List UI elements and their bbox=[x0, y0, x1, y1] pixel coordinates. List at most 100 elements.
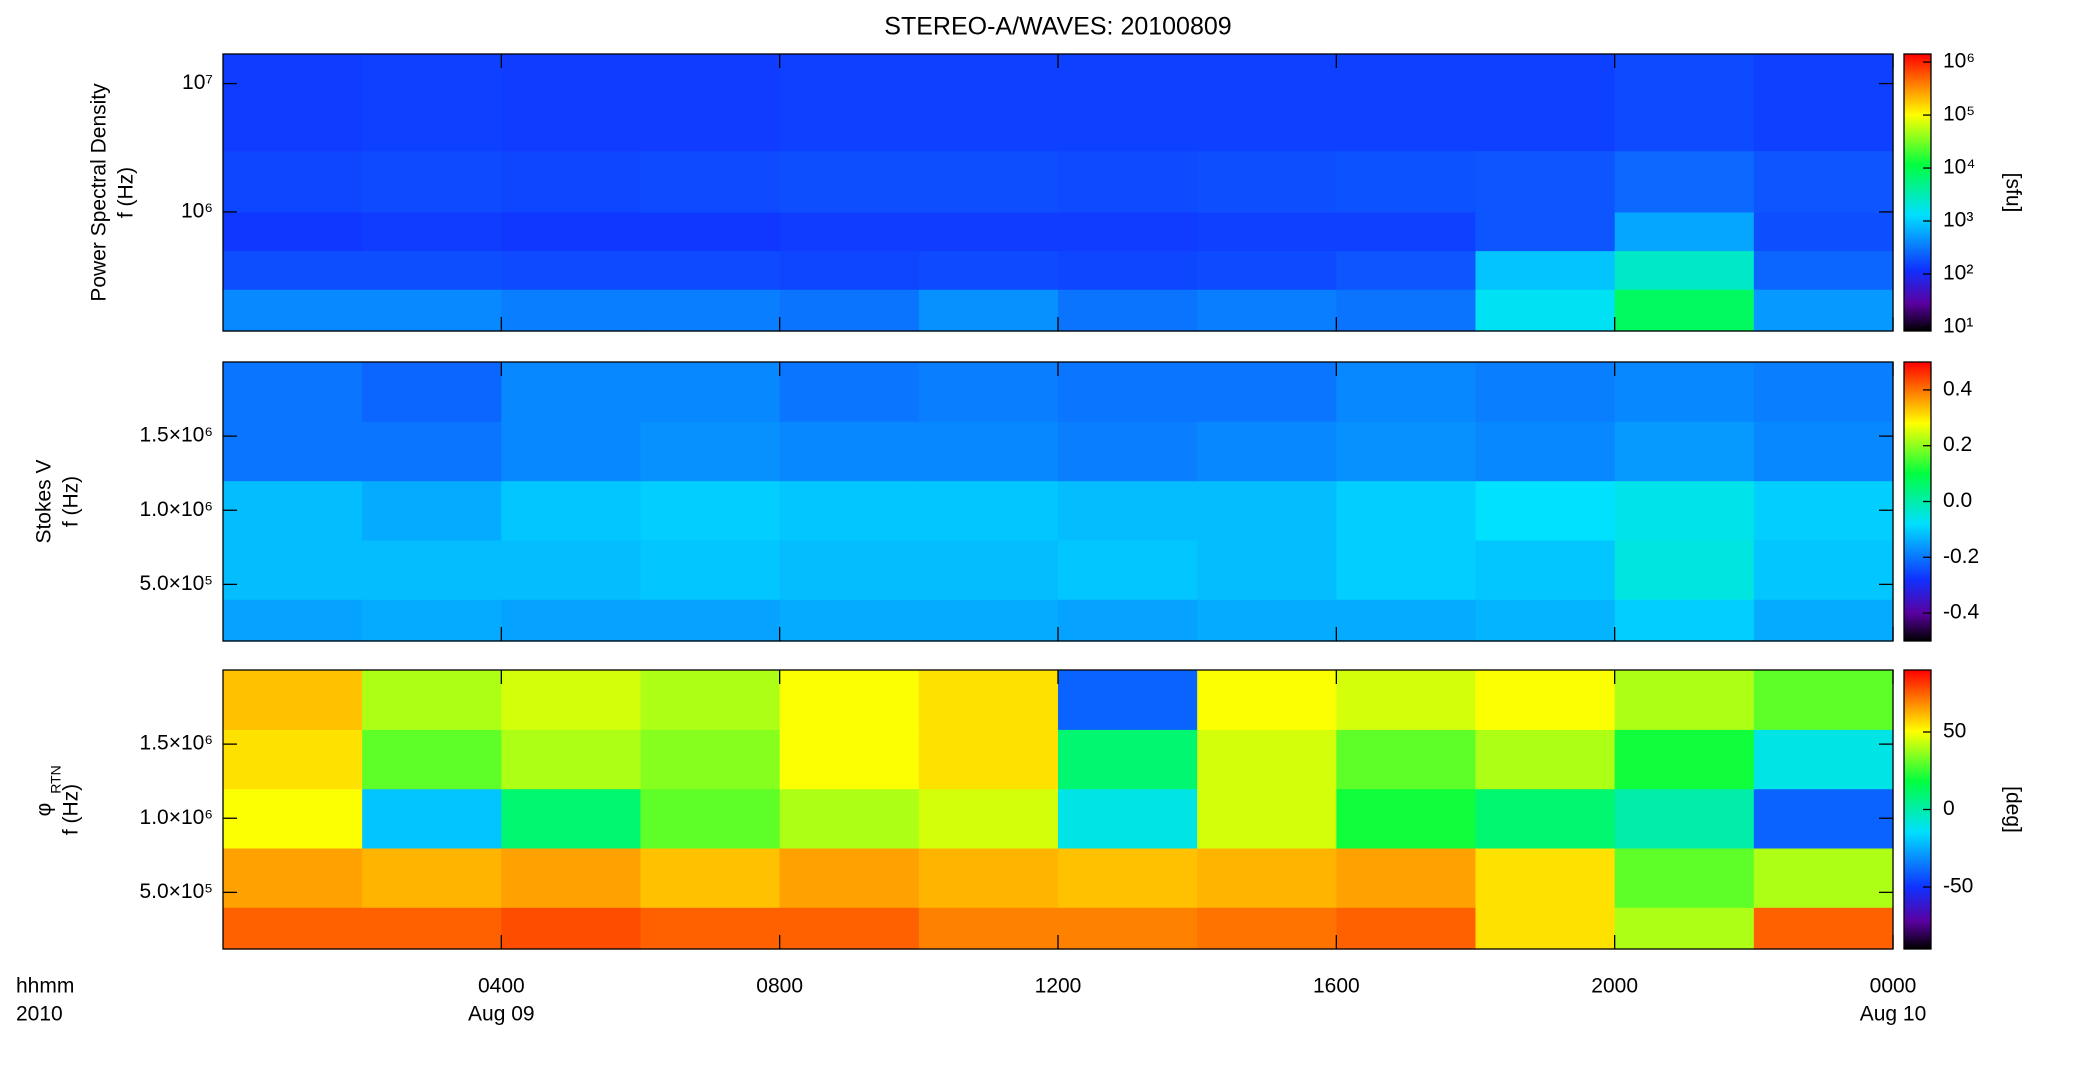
heatmap-cell bbox=[640, 54, 781, 152]
heatmap-cell bbox=[1614, 539, 1755, 600]
colorbar-tick-label: 10¹ bbox=[1943, 315, 1973, 338]
heatmap-cell bbox=[223, 250, 363, 290]
y-axis-label: f (Hz) bbox=[60, 784, 83, 835]
colorbar-tick-label: 10² bbox=[1943, 262, 1973, 285]
y-tick-label: 10⁶ bbox=[181, 199, 213, 222]
heatmap-cell bbox=[1197, 250, 1337, 290]
heatmap-cell bbox=[1197, 599, 1337, 642]
heatmap-cell bbox=[918, 421, 1059, 482]
heatmap-cell bbox=[1197, 847, 1337, 908]
y-tick-label: 1.0×10⁶ bbox=[140, 806, 213, 829]
heatmap-cell bbox=[1614, 729, 1755, 790]
heatmap-cell bbox=[362, 599, 502, 642]
heatmap-cell bbox=[1336, 907, 1477, 950]
heatmap-cell bbox=[779, 289, 920, 332]
colorbar-tick-label: 0.4 bbox=[1943, 377, 1973, 400]
heatmap-cell bbox=[640, 211, 781, 252]
heatmap-cell bbox=[1614, 847, 1755, 908]
colorbar-tick-label: 10⁶ bbox=[1943, 50, 1975, 73]
heatmap-cell bbox=[362, 480, 502, 541]
heatmap-cell bbox=[779, 847, 920, 908]
heatmap-cell bbox=[1614, 480, 1755, 541]
heatmap-cell bbox=[1336, 480, 1477, 541]
colorbar-label: [deg] bbox=[2001, 786, 2024, 833]
heatmap-cell bbox=[501, 211, 642, 252]
x-axis-label: 2010 bbox=[16, 1003, 63, 1026]
x-tick-label: 2000 bbox=[1591, 975, 1638, 998]
heatmap-cell bbox=[1753, 480, 1894, 541]
colorbar-tick-label: 10³ bbox=[1943, 209, 1973, 232]
heatmap-cell bbox=[362, 54, 502, 152]
heatmap-cell bbox=[640, 599, 781, 642]
heatmap-cell bbox=[1753, 150, 1894, 213]
heatmap-cell bbox=[1475, 670, 1616, 730]
x-tick-label: 1200 bbox=[1035, 975, 1082, 998]
y-tick-label: 5.0×10⁵ bbox=[139, 572, 213, 595]
heatmap-cell bbox=[1058, 362, 1198, 422]
heatmap-cell bbox=[918, 847, 1059, 908]
heatmap-cell bbox=[918, 599, 1059, 642]
heatmap-cell bbox=[918, 670, 1059, 730]
heatmap-cell bbox=[501, 670, 642, 730]
heatmap-cell bbox=[1475, 539, 1616, 600]
heatmap-cell bbox=[640, 670, 781, 730]
heatmap-cell bbox=[223, 670, 363, 730]
heatmap-cell bbox=[223, 150, 363, 213]
heatmap-cell bbox=[640, 480, 781, 541]
heatmap-cell bbox=[362, 421, 502, 482]
heatmap-cell bbox=[640, 421, 781, 482]
y-axis-label: Stokes V bbox=[33, 459, 56, 543]
heatmap-cell bbox=[779, 539, 920, 600]
heatmap-cell bbox=[779, 211, 920, 252]
heatmap-cell bbox=[1336, 847, 1477, 908]
heatmap-cell bbox=[1475, 211, 1616, 252]
heatmap-cell bbox=[779, 362, 920, 422]
heatmap-cell bbox=[1197, 289, 1337, 332]
y-axis-label: Power Spectral Density bbox=[88, 83, 111, 302]
heatmap-cell bbox=[1753, 847, 1894, 908]
chart-title: STEREO-A/WAVES: 20100809 bbox=[884, 13, 1231, 41]
heatmap-cell bbox=[1197, 539, 1337, 600]
heatmap-cell bbox=[1058, 250, 1198, 290]
heatmap-cell bbox=[223, 599, 363, 642]
heatmap-cell bbox=[501, 250, 642, 290]
heatmap-cell bbox=[1197, 362, 1337, 422]
heatmap-cell bbox=[501, 150, 642, 213]
colorbar-tick-label: 0.2 bbox=[1943, 433, 1972, 456]
heatmap-cell bbox=[1336, 150, 1477, 213]
heatmap-cell bbox=[1753, 421, 1894, 482]
heatmap-cell bbox=[1475, 599, 1616, 642]
heatmap-cell bbox=[501, 539, 642, 600]
heatmap-cell bbox=[1336, 599, 1477, 642]
heatmap-cell bbox=[779, 907, 920, 950]
heatmap-cell bbox=[362, 250, 502, 290]
heatmap-cell bbox=[918, 788, 1059, 849]
heatmap-cell bbox=[362, 539, 502, 600]
heatmap-cell bbox=[1753, 539, 1894, 600]
heatmap-cell bbox=[640, 150, 781, 213]
y-tick-label: 10⁷ bbox=[182, 71, 213, 94]
heatmap-cell bbox=[223, 729, 363, 790]
heatmap-cell bbox=[918, 150, 1059, 213]
heatmap-cell bbox=[779, 788, 920, 849]
heatmap-cell bbox=[1058, 421, 1198, 482]
heatmap-cell bbox=[1058, 539, 1198, 600]
colorbar-tick-label: -0.2 bbox=[1943, 545, 1979, 568]
heatmap-cell bbox=[1197, 480, 1337, 541]
heatmap-cell bbox=[1058, 670, 1198, 730]
colorbar-label: [sfu] bbox=[2001, 173, 2024, 213]
heatmap-cell bbox=[1475, 150, 1616, 213]
heatmap-cell bbox=[1336, 362, 1477, 422]
heatmap-cell bbox=[362, 289, 502, 332]
heatmap-cell bbox=[1058, 788, 1198, 849]
heatmap-cell bbox=[362, 362, 502, 422]
y-axis-label: f (Hz) bbox=[60, 476, 83, 527]
heatmap-cell bbox=[1058, 480, 1198, 541]
heatmap-cell bbox=[1336, 421, 1477, 482]
heatmap-cell bbox=[1475, 421, 1616, 482]
heatmap-cell bbox=[501, 729, 642, 790]
heatmap-cell bbox=[918, 54, 1059, 152]
heatmap-cell bbox=[223, 362, 363, 422]
heatmap-cell bbox=[1753, 211, 1894, 252]
y-tick-label: 1.5×10⁶ bbox=[140, 732, 213, 755]
